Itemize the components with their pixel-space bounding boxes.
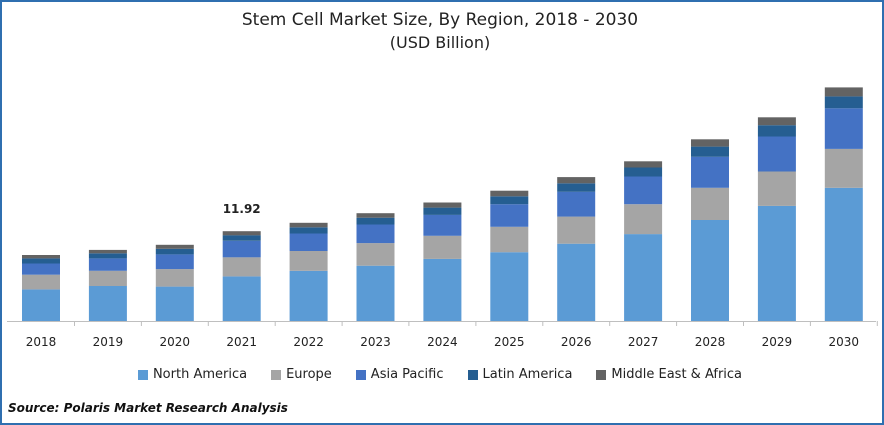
bar-2019-latin-america: [88, 253, 127, 259]
legend-swatch: [355, 369, 366, 380]
bar-2021-north-america: [222, 276, 261, 321]
bar-2023-europe: [356, 243, 395, 266]
bar-2029-middle-east-africa: [757, 117, 796, 126]
x-tick-label: 2027: [628, 335, 659, 349]
bar-2018-middle-east-africa: [22, 255, 60, 259]
bar-2023-asia-pacific: [356, 224, 395, 244]
bar-2022-europe: [289, 251, 328, 271]
bar-2018-north-america: [22, 289, 60, 321]
chart-legend: North America Europe Asia Pacific Latin Ame…: [0, 367, 880, 382]
bar-2021-middle-east-africa: [222, 231, 261, 236]
legend-item: Middle East & Africa: [596, 367, 742, 382]
bar-2027-europe: [624, 204, 663, 235]
legend-item: Asia Pacific: [355, 367, 444, 382]
legend-swatch: [467, 369, 478, 380]
bar-2025-middle-east-africa: [490, 190, 529, 197]
x-tick-label: 2019: [93, 335, 124, 349]
legend-label: Latin America: [482, 367, 573, 382]
data-label: 11.92: [223, 202, 261, 216]
bar-2025-asia-pacific: [490, 204, 529, 227]
bar-2023-middle-east-africa: [356, 213, 395, 218]
bar-2029-north-america: [757, 205, 796, 321]
bar-2028-latin-america: [691, 146, 729, 157]
legend-item: Latin America: [467, 367, 573, 382]
bar-2028-north-america: [691, 220, 729, 321]
bar-2018-latin-america: [22, 258, 60, 264]
bar-2030-asia-pacific: [824, 108, 863, 149]
x-tick-label: 2024: [427, 335, 458, 349]
legend-label: Asia Pacific: [370, 367, 444, 382]
bar-2029-europe: [757, 171, 796, 206]
bar-2022-north-america: [289, 270, 328, 321]
bar-2019-asia-pacific: [88, 258, 127, 271]
bar-2024-middle-east-africa: [423, 202, 462, 208]
bar-2027-latin-america: [624, 167, 663, 177]
bar-2022-latin-america: [289, 227, 328, 234]
bar-2019-europe: [88, 270, 127, 286]
bar-2028-asia-pacific: [691, 156, 729, 188]
bar-2020-north-america: [155, 286, 194, 321]
bar-2026-europe: [557, 216, 596, 244]
bar-2024-latin-america: [423, 207, 462, 215]
bar-2029-asia-pacific: [757, 136, 796, 172]
bar-2021-asia-pacific: [222, 240, 261, 258]
bar-2022-middle-east-africa: [289, 222, 328, 228]
legend-label: Europe: [286, 367, 332, 382]
bar-2025-latin-america: [490, 196, 529, 205]
x-tick-label: 2025: [494, 335, 525, 349]
bar-2022-asia-pacific: [289, 233, 328, 251]
bar-2025-north-america: [490, 252, 529, 321]
bar-2024-asia-pacific: [423, 214, 462, 236]
legend-item: North America: [137, 367, 248, 382]
bar-2021-latin-america: [222, 235, 261, 241]
legend-item: Europe: [271, 367, 332, 382]
x-tick-label: 2022: [293, 335, 324, 349]
bar-2018-europe: [22, 274, 60, 290]
x-tick-label: 2018: [26, 335, 57, 349]
bar-2024-europe: [423, 235, 462, 259]
bar-2018-asia-pacific: [22, 263, 60, 275]
bar-2027-north-america: [624, 234, 663, 321]
bar-2020-middle-east-africa: [155, 244, 194, 249]
chart-subtitle: (USD Billion): [389, 33, 491, 52]
legend-label: North America: [152, 367, 248, 382]
bar-2025-europe: [490, 226, 529, 253]
bar-2028-middle-east-africa: [691, 139, 729, 147]
bar-2027-asia-pacific: [624, 176, 663, 205]
bar-2026-latin-america: [557, 183, 596, 192]
bar-2024-north-america: [423, 258, 462, 321]
bar-2030-north-america: [824, 187, 863, 321]
x-tick-label: 2029: [762, 335, 793, 349]
bar-2026-asia-pacific: [557, 191, 596, 217]
bar-2026-middle-east-africa: [557, 177, 596, 184]
bar-2023-north-america: [356, 265, 395, 321]
legend-label: Middle East & Africa: [611, 367, 743, 382]
x-tick-label: 2020: [160, 335, 191, 349]
bar-2021-europe: [222, 257, 261, 277]
x-tick-label: 2028: [695, 335, 726, 349]
bar-2019-middle-east-africa: [88, 249, 127, 254]
legend-swatch: [596, 369, 607, 380]
x-tick-label: 2021: [226, 335, 257, 349]
x-tick-label: 2030: [829, 335, 860, 349]
legend-swatch: [137, 369, 148, 380]
bar-2029-latin-america: [757, 125, 796, 137]
bar-2020-europe: [155, 269, 194, 287]
stacked-bar-chart: 2018 2019 2020 2021 2022 2023 2024 2025 2026 2027…: [7, 87, 878, 349]
x-tick-label: 2023: [360, 335, 391, 349]
bar-2020-asia-pacific: [155, 254, 194, 270]
bar-2019-north-america: [88, 286, 127, 321]
bar-2023-latin-america: [356, 217, 395, 225]
bar-2030-middle-east-africa: [824, 87, 863, 97]
bar-2026-north-america: [557, 243, 596, 321]
chart-title: Stem Cell Market Size, By Region, 2018 -…: [241, 10, 639, 30]
bar-2028-europe: [691, 187, 729, 220]
bar-2030-europe: [824, 148, 863, 188]
bar-2027-middle-east-africa: [624, 161, 663, 168]
bar-2030-latin-america: [824, 96, 863, 109]
x-tick-label: 2026: [561, 335, 592, 349]
source-note: Source: Polaris Market Research Analysis: [8, 401, 288, 415]
legend-swatch: [271, 369, 282, 380]
bar-2020-latin-america: [155, 248, 194, 255]
